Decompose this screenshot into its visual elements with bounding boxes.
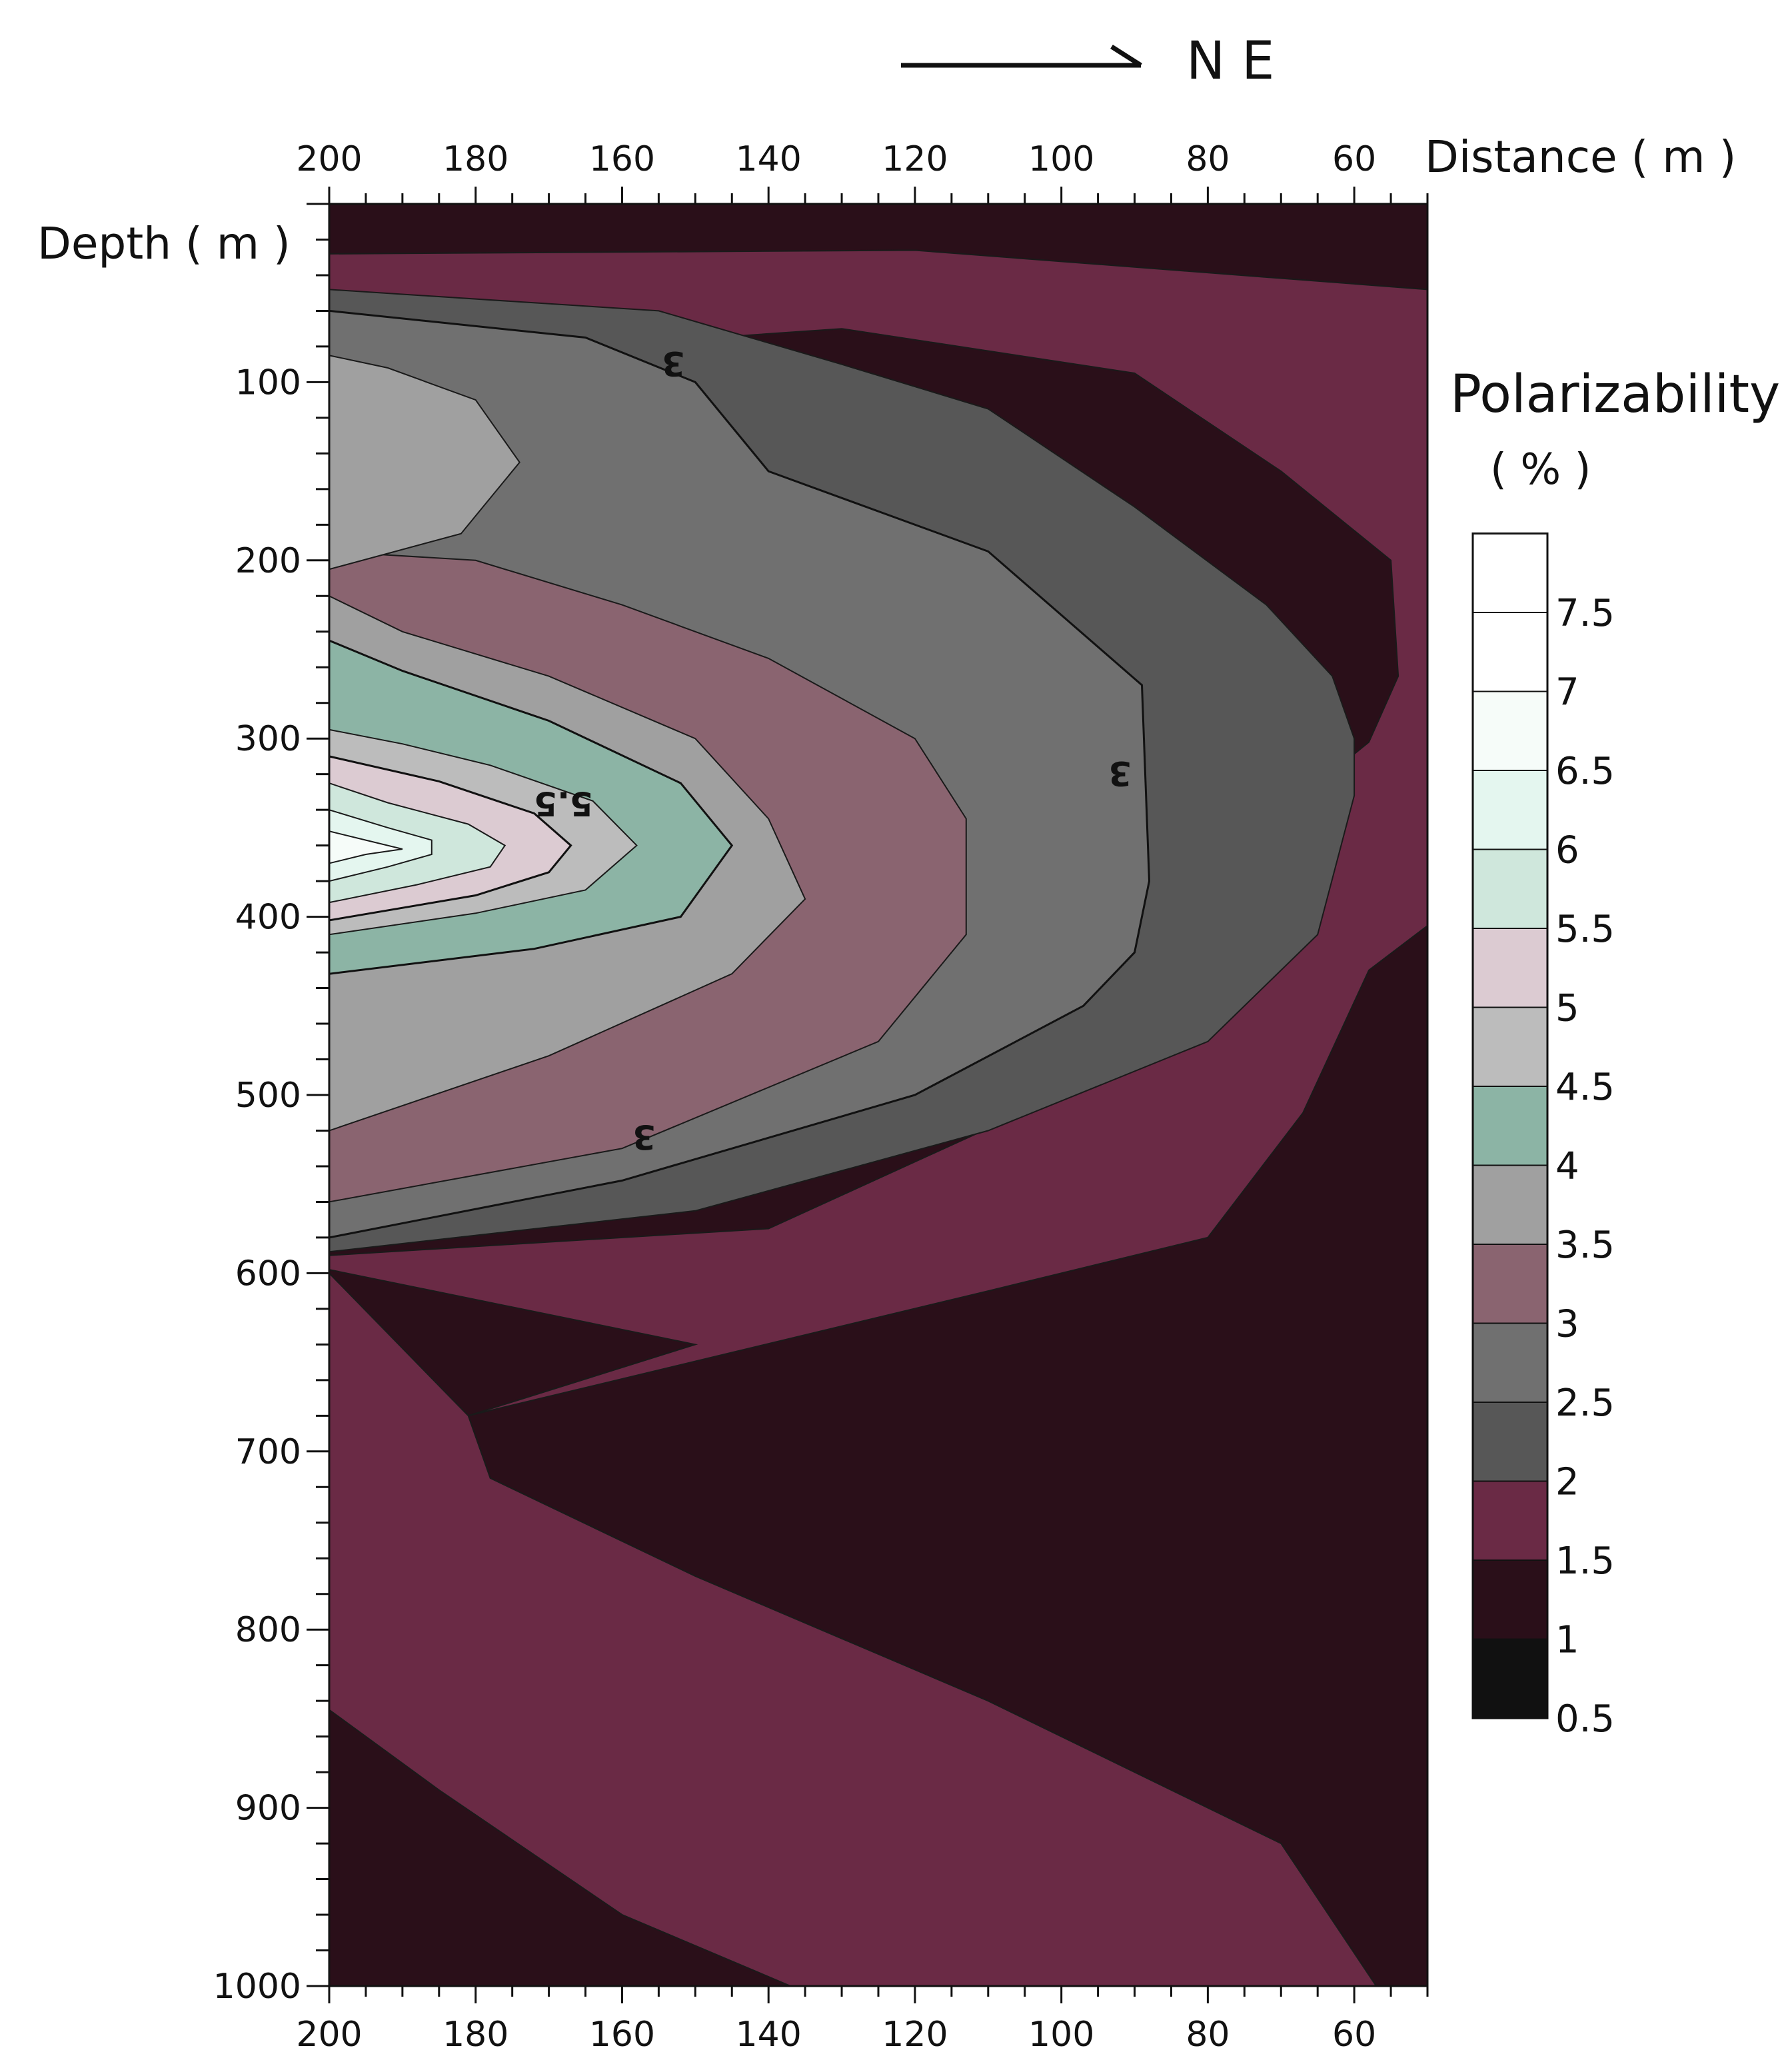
colorbar-tick-label: 6 (1555, 829, 1579, 872)
colorbar-swatch (1472, 1559, 1548, 1640)
x-tick-label-top: 140 (736, 139, 802, 179)
colorbar-tick-label: 5.5 (1555, 908, 1615, 951)
y-tick-label: 900 (235, 1789, 301, 1829)
colorbar-swatch (1472, 1006, 1548, 1087)
y-tick-label: 200 (235, 541, 301, 581)
colorbar-tick-label: 7.5 (1555, 592, 1615, 635)
x-tick-label-bottom: 60 (1332, 2015, 1376, 2055)
colorbar-swatch (1472, 532, 1548, 613)
colorbar-tick-label: 7 (1555, 671, 1579, 714)
x-axis-title: Distance ( m ) (1425, 131, 1736, 183)
colorbar-tick-label: 1 (1555, 1619, 1579, 1662)
y-tick-label: 100 (235, 363, 301, 403)
y-axis-title: Depth ( m ) (37, 218, 291, 269)
contour-region-2 (329, 249, 1427, 1986)
colorbar-tick-label: 6.5 (1555, 750, 1615, 793)
colorbar: 0.5 1 1.5 2 2.5 3 3.5 4 4.5 5 5.5 6 6.5 7 7.5 (1471, 532, 1615, 1741)
colorbar-swatch (1472, 612, 1548, 692)
x-tick-label-bottom: 200 (296, 2015, 362, 2055)
colorbar-swatch (1472, 1322, 1548, 1403)
y-tick-label: 1000 (213, 1967, 301, 2007)
contour-region-13 (329, 830, 403, 864)
x-tick-label-top: 100 (1028, 139, 1094, 179)
colorbar-swatch (1472, 848, 1548, 929)
contour-line-2 (329, 755, 572, 922)
contour-labels: 3 3 3 5.5 (534, 344, 1132, 1156)
colorbar-unit: ( % ) (1490, 445, 1591, 495)
y-axis: 100 200 300 400 500 600 700 800 900 1000 (213, 203, 329, 2007)
x-tick-label-bottom: 100 (1028, 2015, 1094, 2055)
x-tick-label-top: 160 (589, 139, 655, 179)
colorbar-title: Polarizability (1450, 365, 1780, 425)
colorbar-swatch (1472, 1244, 1548, 1324)
contour-value-label: 3 (1108, 754, 1132, 792)
x-tick-label-top: 80 (1186, 139, 1230, 179)
colorbar-tick-label: 4.5 (1555, 1066, 1615, 1109)
contour-region-7 (329, 355, 520, 570)
colorbar-swatch (1472, 770, 1548, 850)
colorbar-tick-label: 0.5 (1555, 1697, 1615, 1741)
colorbar-tick-label: 2 (1555, 1461, 1579, 1504)
colorbar-swatch (1472, 1638, 1548, 1719)
colorbar-swatch (1472, 1480, 1548, 1561)
x-tick-label-bottom: 140 (736, 2015, 802, 2055)
contour-lines (329, 309, 1151, 1239)
x-tick-label-bottom: 160 (589, 2015, 655, 2055)
y-tick-label: 400 (235, 898, 301, 938)
x-axis-top: 200 180 160 140 120 100 80 60 (296, 139, 1429, 204)
colorbar-tick-label: 1.5 (1555, 1540, 1615, 1583)
x-tick-label-top: 180 (443, 139, 508, 179)
contour-value-label: 3 (662, 344, 685, 383)
y-tick-label: 800 (235, 1610, 301, 1650)
y-tick-label: 300 (235, 719, 301, 759)
contour-value-label: 3 (632, 1117, 656, 1156)
x-tick-label-bottom: 80 (1186, 2015, 1230, 2055)
colorbar-swatch (1472, 928, 1548, 1008)
colorbar-swatch (1472, 1086, 1548, 1166)
x-axis-bottom: 200 180 160 140 120 100 80 60 (296, 1986, 1429, 2055)
colorbar-tick-label: 5 (1555, 987, 1579, 1030)
x-tick-label-bottom: 180 (443, 2015, 508, 2055)
y-tick-label: 500 (235, 1076, 301, 1116)
direction-arrow-icon (901, 45, 1142, 68)
colorbar-swatch (1472, 690, 1548, 771)
contour-value-label: 5.5 (534, 784, 593, 822)
colorbar-swatch (1472, 1164, 1548, 1245)
colorbar-tick-label: 3 (1555, 1303, 1579, 1346)
colorbar-frame (1471, 532, 1549, 1719)
colorbar-tick-label: 3.5 (1555, 1224, 1615, 1267)
x-tick-label-top: 120 (882, 139, 948, 179)
colorbar-tick-label: 2.5 (1555, 1382, 1615, 1425)
contour-line-0 (329, 309, 1151, 1239)
colorbar-swatch (1472, 1402, 1548, 1482)
contour-regions (329, 204, 1427, 1986)
x-tick-label-top: 60 (1332, 139, 1376, 179)
y-tick-label: 700 (235, 1432, 301, 1472)
direction-label: N E (1186, 31, 1274, 91)
x-tick-label-bottom: 120 (882, 2015, 948, 2055)
contour-line-1 (329, 639, 734, 975)
y-tick-label: 600 (235, 1254, 301, 1294)
colorbar-tick-label: 4 (1555, 1145, 1579, 1188)
x-tick-label-top: 200 (296, 139, 362, 179)
